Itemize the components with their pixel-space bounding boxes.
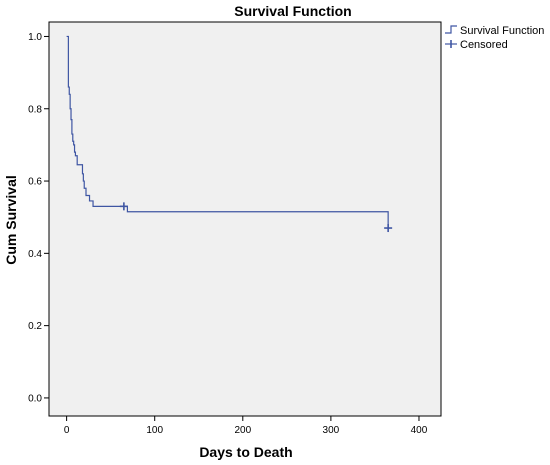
x-tick-label: 0	[64, 425, 70, 436]
legend-label: Survival Function	[460, 25, 544, 37]
x-tick-label: 200	[234, 425, 251, 436]
censored-marker	[384, 224, 393, 233]
legend: Survival Function Censored	[445, 25, 544, 51]
x-axis-label: Days to Death	[199, 444, 292, 460]
x-tick-label: 100	[146, 425, 163, 436]
legend-item: Censored	[445, 39, 508, 51]
y-tick-label: 0.6	[28, 177, 42, 188]
x-tick-label: 300	[323, 425, 340, 436]
plot-area	[48, 21, 442, 417]
y-axis-label: Cum Survival	[3, 175, 19, 264]
survival-function-line	[66, 35, 389, 229]
censored-marker	[119, 202, 128, 211]
legend-step-symbol	[445, 25, 457, 34]
x-tick-label: 400	[411, 425, 428, 436]
ticks: 0 100 200 300 400 0.0 0.2 0.4 0.6 0.8 1.0	[28, 32, 428, 436]
legend-label: Censored	[460, 39, 508, 51]
chart-title: Survival Function	[234, 3, 351, 19]
y-tick-label: 0.8	[28, 104, 42, 115]
y-tick-label: 0.0	[28, 393, 42, 404]
legend-item: Survival Function	[445, 25, 544, 37]
y-tick-label: 0.2	[28, 321, 42, 332]
series-layer	[66, 35, 393, 233]
y-tick-label: 1.0	[28, 32, 42, 43]
y-tick-label: 0.4	[28, 249, 42, 260]
